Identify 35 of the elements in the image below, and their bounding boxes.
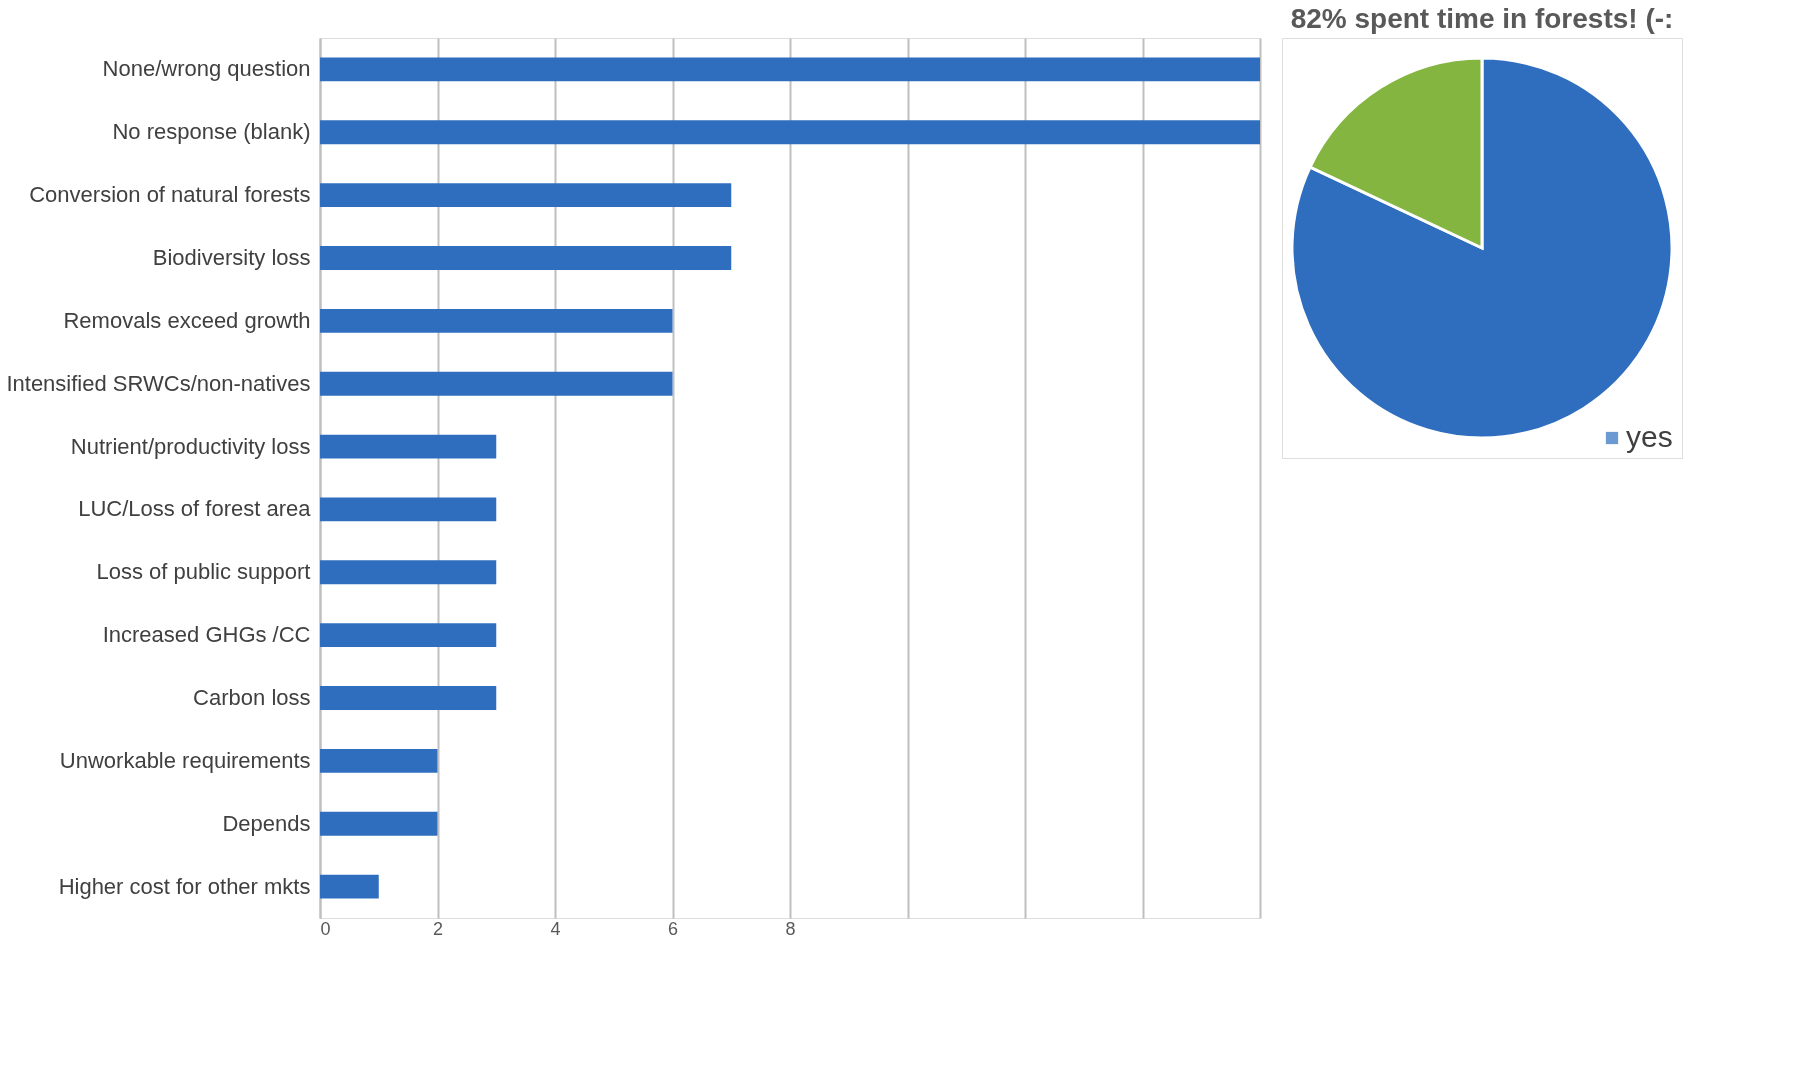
bar: [320, 623, 497, 648]
y-tick-label: LUC/Loss of forest area: [78, 496, 312, 522]
y-tick-label: Carbon loss: [193, 685, 311, 710]
bar: [320, 497, 497, 522]
y-tick-label: Higher cost for other mkts: [58, 873, 311, 899]
x-tick-label: 0: [320, 918, 331, 939]
y-tick-label: Intensified SRWCs/non-natives: [6, 370, 311, 396]
legend-label: yes: [1626, 420, 1673, 453]
y-tick-label: Unworkable requirements: [59, 747, 311, 773]
bar: [320, 874, 379, 899]
y-tick-label: Removals exceed growth: [63, 307, 311, 333]
x-tick-label: 4: [550, 918, 561, 939]
bar: [320, 57, 1260, 82]
y-tick-label: No response (blank): [112, 119, 311, 145]
bar: [320, 183, 732, 208]
bar: [320, 434, 497, 459]
y-tick-label: Depends: [222, 810, 311, 836]
y-tick-label: Increased GHGs /CC: [102, 622, 311, 648]
bar: [320, 246, 732, 270]
bar: [320, 371, 673, 396]
y-tick-label: Biodiversity loss: [152, 245, 311, 270]
y-tick-label: None/wrong question: [102, 56, 311, 82]
x-tick-label: 6: [667, 918, 679, 939]
x-tick-label: 2: [432, 918, 444, 939]
bar: [320, 120, 1260, 145]
y-tick-label: Loss of public support: [96, 559, 311, 585]
bar: [320, 560, 497, 585]
bar: [320, 811, 438, 836]
bar: [320, 748, 438, 773]
chart-title: 82% spent time in forests! (-:: [1290, 3, 1674, 34]
y-tick-label: Conversion of natural forests: [29, 182, 311, 208]
bar: [320, 686, 497, 710]
bar: [320, 308, 673, 333]
x-tick-label: 8: [785, 918, 796, 939]
y-tick-label: Nutrient/productivity loss: [70, 433, 311, 459]
